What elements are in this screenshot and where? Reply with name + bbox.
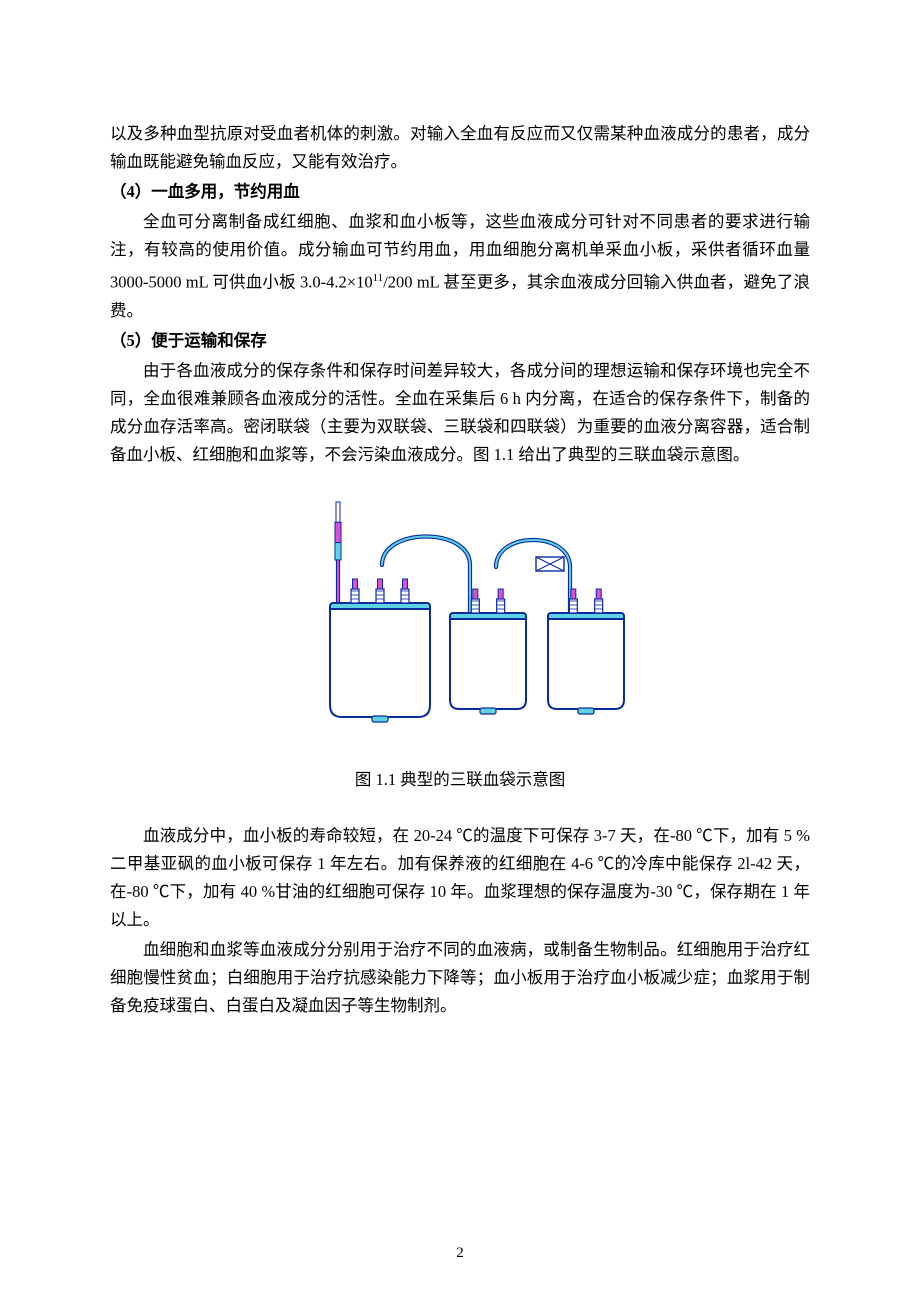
page-number: 2	[0, 1245, 920, 1262]
heading-4: （4）一血多用，节约用血	[110, 178, 810, 206]
figure-block	[110, 497, 810, 752]
paragraph-continuation: 以及多种血型抗原对受血者机体的刺激。对输入全血有反应而又仅需某种血液成分的患者，…	[110, 120, 810, 176]
page: 以及多种血型抗原对受血者机体的刺激。对输入全血有反应而又仅需某种血液成分的患者，…	[0, 0, 920, 1302]
paragraph-5: 由于各血液成分的保存条件和保存时间差异较大，各成分间的理想运输和保存环境也完全不…	[110, 357, 810, 469]
triple-bag-diagram	[280, 497, 640, 747]
paragraph-4-sup: 11	[373, 272, 384, 284]
figure-caption: 图 1.1 典型的三联血袋示意图	[110, 766, 810, 794]
paragraph-6: 血液成分中，血小板的寿命较短，在 20-24 ℃的温度下可保存 3-7 天，在-…	[110, 822, 810, 934]
paragraph-7: 血细胞和血浆等血液成分分别用于治疗不同的血液病，或制备生物制品。红细胞用于治疗红…	[110, 936, 810, 1020]
paragraph-4: 全血可分离制备成红细胞、血浆和血小板等，这些血液成分可针对不同患者的要求进行输注…	[110, 208, 810, 325]
heading-5: （5）便于运输和保存	[110, 327, 810, 355]
